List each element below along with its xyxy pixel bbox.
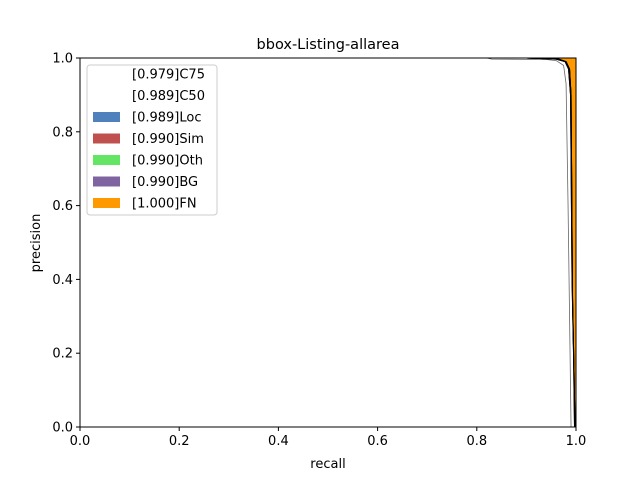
legend-swatch-1-000-fn <box>93 198 120 208</box>
y-axis-label: precision <box>29 214 44 273</box>
legend: [0.979]C75 [0.989]C50 [0.989]Loc [0.990]Sim… <box>86 64 218 216</box>
legend-label-1-000-fn: [1.000]FN <box>132 197 197 212</box>
y-tick-label: 0.8 <box>52 125 73 140</box>
legend-swatch-0-990-oth <box>93 155 120 165</box>
legend-label-0-990-bg: [0.990]BG <box>132 175 198 190</box>
legend-label-0-990-sim: [0.990]Sim <box>132 132 204 147</box>
y-tick-label: 1.0 <box>52 52 73 67</box>
axes: 0.0 0.2 0.4 0.6 0.8 1.0 0.0 0.2 0.4 0.6 0.8 1.0 <box>52 52 586 450</box>
legend-swatch-0-979-c75 <box>93 69 120 79</box>
x-axis-label: recall <box>310 457 345 472</box>
x-tick-label: 0.8 <box>466 434 487 449</box>
y-tick-label: 0.0 <box>52 421 73 436</box>
legend-swatch-0-990-sim <box>93 133 120 144</box>
x-tick-label: 0.2 <box>169 434 190 449</box>
chart-title: bbox-Listing-allarea <box>257 37 400 53</box>
x-tick-label: 0.0 <box>70 434 91 449</box>
legend-label-0-979-c75: [0.979]C75 <box>132 68 205 83</box>
plot-frame <box>79 57 577 428</box>
curve-0-979-c75 <box>80 57 572 428</box>
y-tick-label: 0.4 <box>52 273 73 288</box>
x-tick-label: 0.6 <box>367 434 388 449</box>
legend-label-0-989-c50: [0.989]C50 <box>132 89 205 104</box>
legend-swatch-0-989-c50 <box>93 90 120 101</box>
legend-swatch-0-989-loc <box>93 112 120 122</box>
y-tick-label: 0.2 <box>52 347 73 362</box>
y-tick-label: 0.6 <box>52 199 73 214</box>
legend-label-0-990-oth: [0.990]Oth <box>132 154 203 169</box>
legend-swatch-0-990-bg <box>93 176 120 187</box>
x-tick-label: 1.0 <box>566 434 587 449</box>
legend-label-0-989-loc: [0.989]Loc <box>132 111 201 126</box>
x-tick-label: 0.4 <box>268 434 289 449</box>
